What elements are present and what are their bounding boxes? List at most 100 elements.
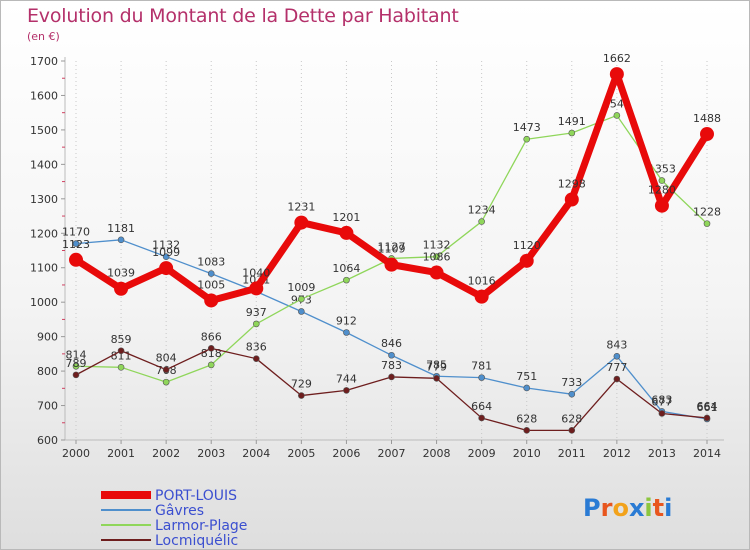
data-label-gavres: 733	[561, 376, 582, 389]
point-larmor-plage	[613, 112, 621, 119]
data-label-locmiquelic: 836	[246, 341, 267, 354]
data-label-locmiquelic: 783	[381, 359, 402, 372]
data-label-gavres: 1083	[197, 256, 225, 269]
point-locmiquelic	[388, 373, 395, 381]
point-port-louis	[294, 215, 309, 230]
point-port-louis	[564, 192, 579, 207]
point-larmor-plage	[298, 295, 305, 303]
legend-label-port-louis: PORT-LOUIS	[155, 488, 237, 504]
data-label-port-louis: 1086	[423, 251, 451, 264]
point-port-louis	[700, 127, 714, 142]
brand-logo-letter: P	[583, 494, 601, 522]
point-larmor-plage	[523, 135, 531, 143]
data-label-port-louis: 1039	[107, 267, 135, 280]
x-tick-label: 2008	[423, 447, 451, 460]
data-label-port-louis: 1662	[603, 52, 631, 65]
data-label-port-louis: 1201	[332, 211, 360, 224]
point-larmor-plage	[478, 218, 485, 225]
data-label-port-louis: 1298	[558, 178, 586, 191]
point-larmor-plage	[343, 276, 350, 284]
data-label-port-louis: 1109	[378, 243, 406, 256]
point-locmiquelic	[252, 355, 260, 362]
data-label-port-louis: 1231	[287, 201, 315, 214]
point-locmiquelic	[613, 375, 621, 383]
legend-label-gavres: Gâvres	[155, 503, 204, 519]
data-label-port-louis: 1280	[648, 184, 676, 197]
point-port-louis	[519, 253, 534, 268]
x-tick-label: 2011	[558, 447, 586, 460]
y-tick-label: 900	[37, 331, 58, 344]
point-port-louis	[159, 261, 174, 276]
brand-logo-letter: r	[601, 494, 613, 522]
data-label-locmiquelic: 729	[291, 378, 312, 391]
point-gavres	[523, 384, 531, 392]
point-port-louis	[339, 225, 354, 240]
point-port-louis	[384, 257, 399, 272]
point-gavres	[613, 352, 621, 360]
data-label-gavres: 1170	[62, 226, 90, 239]
point-gavres	[568, 390, 576, 398]
chart-title: Evolution du Montant de la Dette par Hab…	[27, 5, 459, 27]
point-locmiquelic	[523, 427, 531, 434]
brand-logo-letter: x	[629, 494, 645, 522]
x-tick-label: 2010	[513, 447, 541, 460]
point-port-louis	[654, 198, 669, 213]
data-label-locmiquelic: 628	[516, 412, 537, 425]
data-label-locmiquelic: 664	[697, 400, 718, 413]
data-label-locmiquelic: 779	[426, 360, 447, 373]
data-label-gavres: 661	[697, 401, 718, 414]
point-port-louis	[609, 67, 624, 82]
data-label-larmor-plage: 937	[246, 306, 267, 319]
data-label-larmor-plage: 1009	[287, 281, 315, 294]
data-label-locmiquelic: 859	[111, 333, 132, 346]
data-label-gavres: 843	[606, 338, 627, 351]
y-tick-label: 1100	[30, 262, 58, 275]
data-label-gavres: 912	[336, 315, 357, 328]
x-tick-label: 2014	[693, 447, 721, 460]
point-larmor-plage	[658, 177, 666, 184]
point-larmor-plage	[72, 362, 80, 370]
data-label-port-louis: 1099	[152, 246, 180, 259]
point-port-louis	[474, 289, 489, 304]
point-locmiquelic	[207, 345, 215, 352]
point-locmiquelic	[568, 427, 576, 434]
y-tick-label: 1300	[30, 193, 58, 206]
legend-label-larmor-plage: Larmor-Plage	[155, 518, 247, 534]
point-gavres	[388, 351, 395, 359]
point-larmor-plage	[207, 361, 215, 369]
y-tick-label: 800	[37, 365, 58, 378]
data-label-larmor-plage: 1473	[513, 121, 541, 134]
x-tick-label: 2012	[603, 447, 631, 460]
point-larmor-plage	[252, 320, 260, 328]
brand-logo: Proxiti	[583, 494, 672, 522]
data-label-port-louis: 1488	[693, 112, 721, 125]
data-label-locmiquelic: 866	[201, 330, 222, 343]
data-label-locmiquelic: 777	[606, 361, 627, 374]
point-locmiquelic	[298, 392, 305, 399]
point-gavres	[298, 308, 305, 315]
data-label-port-louis: 1040	[242, 266, 270, 279]
data-label-port-louis: 1123	[62, 238, 90, 251]
point-gavres	[207, 270, 215, 277]
data-label-larmor-plage: 1064	[332, 262, 360, 275]
data-label-port-louis: 1016	[468, 275, 496, 288]
data-label-locmiquelic: 628	[561, 412, 582, 425]
point-locmiquelic	[433, 375, 440, 382]
x-tick-label: 2002	[152, 447, 180, 460]
data-label-locmiquelic: 677	[651, 395, 672, 408]
point-locmiquelic	[658, 410, 666, 417]
point-larmor-plage	[703, 220, 711, 227]
data-label-gavres: 846	[381, 337, 402, 350]
brand-logo-letter: i	[644, 494, 652, 522]
x-tick-label: 2003	[197, 447, 225, 460]
x-tick-label: 2007	[378, 447, 406, 460]
x-tick-label: 2006	[332, 447, 360, 460]
point-port-louis	[69, 252, 83, 267]
unit-label: (en €)	[27, 30, 60, 43]
point-locmiquelic	[117, 347, 125, 355]
data-label-larmor-plage: 1491	[558, 115, 586, 128]
y-tick-label: 1400	[30, 158, 58, 171]
point-locmiquelic	[703, 414, 711, 422]
